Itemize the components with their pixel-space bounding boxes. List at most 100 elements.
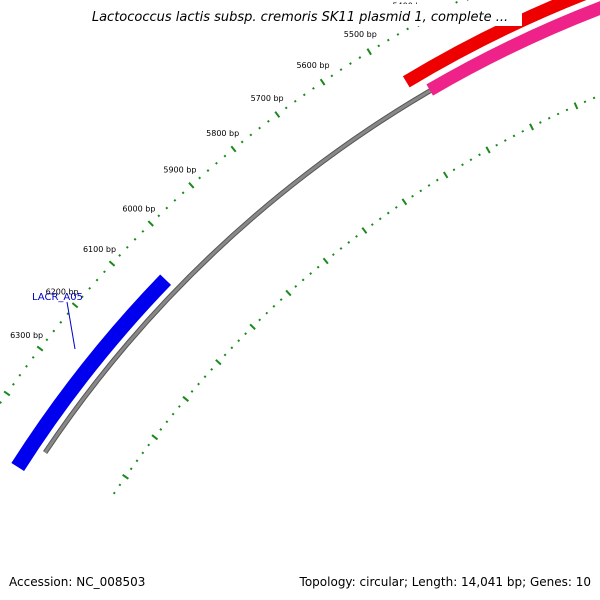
- minor-tick: [556, 112, 560, 116]
- gene-track: [11, 0, 600, 471]
- minor-tick: [358, 56, 362, 59]
- minor-tick: [386, 211, 390, 215]
- minor-tick: [452, 168, 456, 172]
- minor-tick: [547, 116, 551, 120]
- gene-arrow-reverse-2: [426, 1, 600, 96]
- minor-tick: [512, 134, 516, 138]
- minor-tick: [45, 338, 49, 342]
- major-tick: [529, 123, 534, 131]
- tick-label: 5800 bp: [206, 129, 239, 138]
- minor-tick: [103, 270, 106, 274]
- minor-tick: [244, 332, 248, 336]
- minor-tick: [355, 235, 358, 238]
- minor-tick: [377, 44, 381, 48]
- tick-label: 6200 bp: [46, 287, 79, 296]
- minor-tick: [427, 184, 431, 187]
- minor-tick: [265, 311, 269, 315]
- major-tick: [361, 227, 368, 234]
- minor-tick: [181, 191, 185, 195]
- major-tick: [147, 220, 154, 227]
- minor-tick: [396, 33, 400, 36]
- minor-tick: [495, 143, 498, 147]
- tick-label: 5900 bp: [163, 166, 196, 175]
- minor-tick: [159, 428, 163, 431]
- minor-tick: [301, 278, 305, 282]
- minor-tick: [12, 382, 15, 386]
- minor-tick: [0, 401, 2, 404]
- minor-tick: [411, 194, 414, 198]
- minor-tick: [293, 99, 297, 103]
- minor-tick: [157, 214, 161, 218]
- minor-tick: [378, 217, 382, 221]
- major-tick: [122, 473, 129, 480]
- minor-tick: [210, 367, 214, 371]
- map-title: Lactococcus lactis subsp. cremoris SK11 …: [92, 10, 508, 25]
- minor-tick: [88, 286, 92, 290]
- minor-tick: [249, 133, 253, 137]
- major-tick: [573, 102, 579, 110]
- accession-text: Accession: NC_008503: [9, 575, 145, 589]
- minor-tick: [339, 68, 343, 72]
- minor-tick: [394, 206, 398, 209]
- major-tick: [366, 48, 372, 56]
- major-tick: [71, 302, 79, 309]
- gene-arrow-lacr-a05: [11, 274, 172, 471]
- map-summary-text: Topology: circular; Length: 14,041 bp; G…: [299, 575, 591, 589]
- minor-tick: [133, 237, 137, 241]
- minor-tick: [197, 382, 200, 386]
- minor-tick: [59, 320, 63, 324]
- minor-tick: [592, 96, 596, 100]
- major-tick: [188, 182, 195, 189]
- minor-tick: [171, 412, 175, 416]
- minor-tick: [316, 265, 320, 269]
- minor-tick: [339, 247, 343, 250]
- minor-tick: [272, 304, 276, 308]
- major-tick: [249, 323, 256, 331]
- minor-tick: [240, 140, 244, 144]
- minor-tick: [237, 339, 241, 343]
- minor-tick: [503, 139, 507, 142]
- minor-tick: [135, 459, 139, 463]
- tick-label: 5600 bp: [296, 61, 329, 70]
- minor-tick: [330, 74, 334, 78]
- gene-label-leader-line: [66, 301, 76, 350]
- minor-tick: [311, 86, 315, 90]
- minor-tick: [165, 420, 169, 424]
- minor-tick: [190, 390, 194, 393]
- tick-label: 6100 bp: [83, 245, 116, 254]
- major-tick: [230, 145, 237, 153]
- major-tick: [182, 395, 190, 402]
- major-tick: [108, 260, 116, 267]
- minor-tick: [129, 467, 133, 471]
- inner-tick-ring: [112, 96, 596, 495]
- tick-label: 5500 bp: [344, 30, 377, 39]
- minor-tick: [461, 163, 464, 167]
- minor-tick: [80, 295, 84, 299]
- minor-tick: [258, 126, 262, 130]
- minor-tick: [583, 100, 587, 104]
- minor-tick: [125, 245, 129, 249]
- minor-tick: [203, 375, 207, 379]
- minor-tick: [469, 158, 473, 162]
- minor-tick: [435, 178, 439, 182]
- minor-tick: [539, 121, 542, 124]
- major-tick: [274, 111, 281, 118]
- minor-tick: [198, 176, 202, 180]
- minor-tick: [279, 298, 283, 302]
- minor-tick: [349, 62, 352, 65]
- minor-tick: [177, 405, 181, 408]
- minor-tick: [165, 206, 169, 210]
- major-tick: [151, 434, 159, 441]
- gene-label-lacr-a05[interactable]: LACR_A05: [32, 292, 83, 303]
- minor-tick: [215, 161, 218, 165]
- minor-tick: [565, 108, 569, 112]
- gene-arrow-reverse-1: [402, 0, 587, 88]
- major-tick: [485, 146, 491, 154]
- minor-tick: [118, 253, 122, 257]
- minor-tick: [347, 240, 351, 244]
- minor-tick: [302, 93, 306, 97]
- minor-tick: [95, 278, 99, 282]
- minor-tick: [284, 106, 288, 110]
- minor-tick: [266, 119, 270, 123]
